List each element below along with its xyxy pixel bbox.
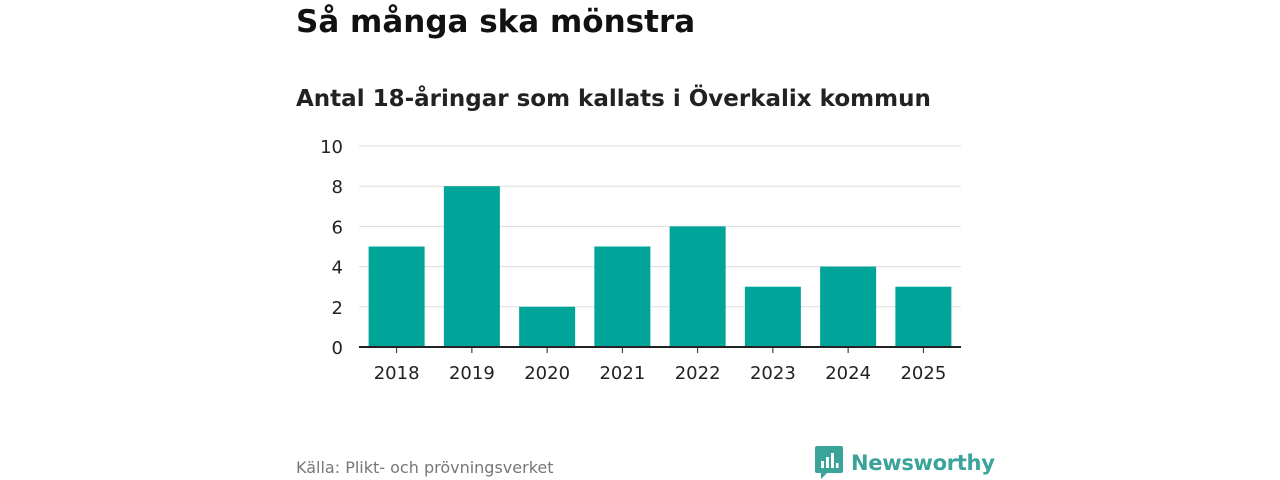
y-tick-label: 6: [332, 217, 343, 238]
y-tick-label: 8: [332, 177, 343, 198]
x-axis-ticks: 2018 2019 2020 2021 2022 2023 2024 2025: [374, 347, 946, 384]
bar-2022: [669, 226, 726, 347]
bar-2024: [820, 266, 877, 347]
bar-2020: [519, 306, 576, 347]
x-tick-label: 2022: [675, 363, 721, 384]
x-tick-label: 2019: [449, 363, 495, 384]
bar-2023: [744, 286, 801, 347]
x-tick-label: 2025: [900, 363, 946, 384]
bar-2019: [443, 186, 500, 347]
chart-subtitle: Antal 18-åringar som kallats i Överkalix…: [296, 86, 931, 112]
y-tick-label: 4: [332, 258, 343, 279]
y-tick-label: 0: [332, 338, 343, 359]
x-tick-label: 2024: [825, 363, 871, 384]
brand-logo: Newsworthy: [815, 446, 995, 479]
x-tick-label: 2023: [750, 363, 796, 384]
source-note: Källa: Plikt- och prövningsverket: [296, 458, 554, 477]
y-tick-label: 10: [320, 137, 343, 158]
y-axis-ticks: 0 2 4 6 8 10: [320, 137, 343, 359]
bars: [368, 186, 952, 347]
bar-2018: [368, 246, 425, 347]
chart-title: Så många ska mönstra: [296, 4, 696, 40]
x-tick-label: 2018: [374, 363, 420, 384]
y-tick-label: 2: [332, 298, 343, 319]
x-tick-label: 2020: [524, 363, 570, 384]
bar-chart: 0 2 4 6 8 10 2018 2019 2020 2021 2022 2023 2024 2025: [320, 137, 961, 384]
bar-2021: [594, 246, 651, 347]
bar-2025: [895, 286, 952, 347]
brand-name: Newsworthy: [851, 450, 995, 475]
x-tick-label: 2021: [599, 363, 645, 384]
bar-chart-speech-bubble-icon: [815, 446, 843, 479]
